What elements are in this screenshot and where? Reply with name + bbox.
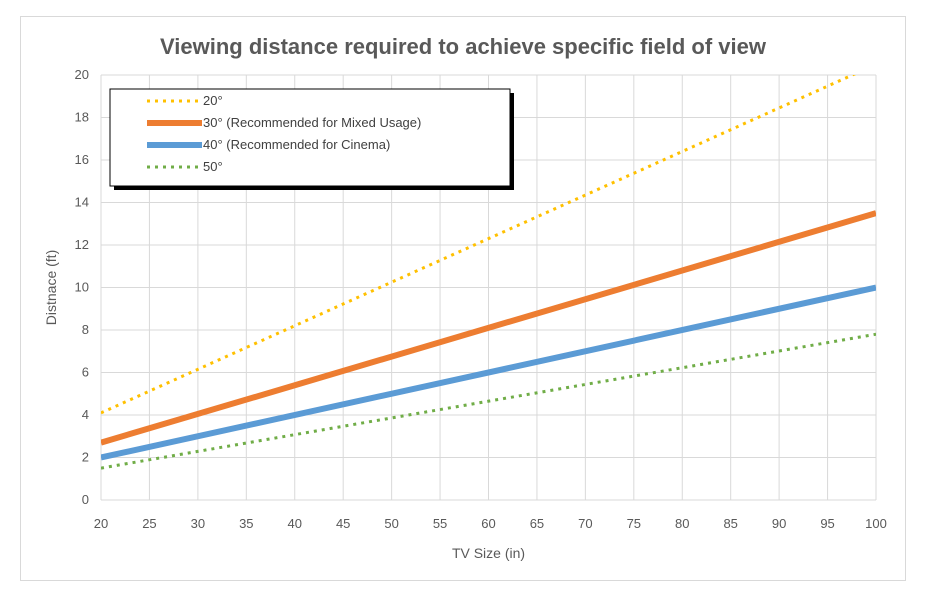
y-tick-label: 18 xyxy=(75,110,89,125)
x-tick-label: 35 xyxy=(239,516,253,531)
x-tick-label: 60 xyxy=(481,516,495,531)
chart-title: Viewing distance required to achieve spe… xyxy=(159,34,766,59)
y-tick-label: 16 xyxy=(75,152,89,167)
series-line-2 xyxy=(101,210,876,446)
x-tick-label: 55 xyxy=(433,516,447,531)
x-tick-label: 75 xyxy=(627,516,641,531)
x-tick-label: 45 xyxy=(336,516,350,531)
y-tick-label: 14 xyxy=(75,195,89,210)
series-line-4 xyxy=(101,332,876,470)
legend: 20° 30° (Recommended for Mixed Usage) 40° … xyxy=(109,88,514,190)
x-tick-label: 85 xyxy=(723,516,737,531)
x-tick-label: 90 xyxy=(772,516,786,531)
x-tick-label: 100 xyxy=(865,516,887,531)
x-axis-label: TV Size (in) xyxy=(452,545,525,561)
y-tick-label: 0 xyxy=(82,492,89,507)
x-tick-label: 40 xyxy=(288,516,302,531)
legend-label: 30° (Recommended for Mixed Usage) xyxy=(203,115,421,130)
y-tick-label: 8 xyxy=(82,322,89,337)
x-tick-label: 65 xyxy=(530,516,544,531)
legend-label: 40° (Recommended for Cinema) xyxy=(203,137,390,152)
x-tick-label: 50 xyxy=(384,516,398,531)
x-tick-label: 95 xyxy=(820,516,834,531)
y-tick-label: 12 xyxy=(75,237,89,252)
x-tick-label: 25 xyxy=(142,516,156,531)
y-axis-label: Distnace (ft) xyxy=(43,250,59,325)
ticks-layer: 0 2 4 6 8 10 12 14 16 18 20 20 25 30 35 40 45 50 55 60 65 70 7… xyxy=(75,67,887,531)
series-line-1 xyxy=(101,75,857,415)
x-tick-label: 80 xyxy=(675,516,689,531)
x-tick-label: 20 xyxy=(94,516,108,531)
y-tick-label: 10 xyxy=(75,280,89,295)
legend-box xyxy=(109,88,511,187)
series-line-3 xyxy=(101,284,876,461)
legend-label: 20° xyxy=(203,93,223,108)
y-tick-label: 20 xyxy=(75,67,89,82)
legend-label: 50° xyxy=(203,159,223,174)
y-tick-label: 4 xyxy=(82,407,89,422)
x-tick-label: 30 xyxy=(191,516,205,531)
x-tick-label: 70 xyxy=(578,516,592,531)
y-tick-label: 2 xyxy=(82,450,89,465)
series-layer xyxy=(101,75,876,470)
y-tick-label: 6 xyxy=(82,365,89,380)
